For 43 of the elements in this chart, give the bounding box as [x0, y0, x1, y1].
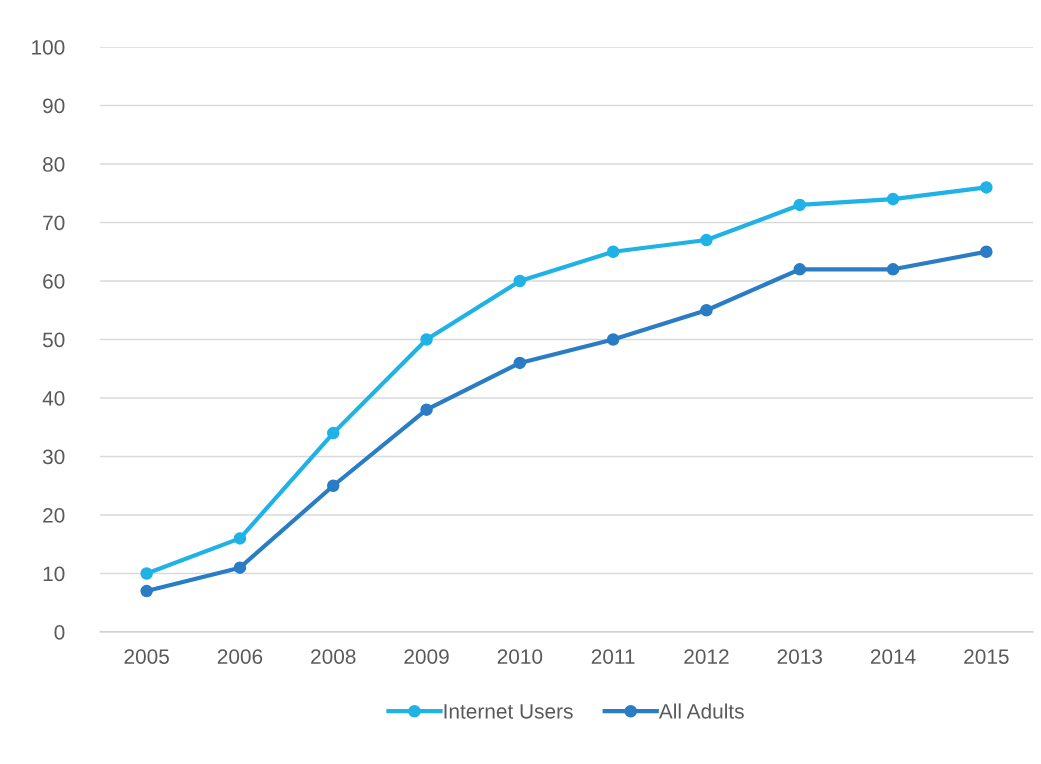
- point: [140, 584, 153, 598]
- point: [326, 426, 340, 440]
- point: [700, 233, 713, 247]
- y-tick-label: 40: [42, 391, 65, 406]
- x-tick-label: 2015: [964, 649, 1009, 664]
- point: [513, 274, 527, 288]
- point: [980, 245, 993, 259]
- point: [793, 263, 807, 276]
- y-tick-label: 50: [42, 332, 65, 348]
- legend-label: Internet Users: [444, 704, 573, 719]
- point: [793, 198, 807, 212]
- y-tick-label: 90: [43, 98, 65, 114]
- x-tick-label: 2012: [684, 649, 729, 664]
- point: [140, 567, 153, 580]
- y-tick-label: 60: [43, 274, 65, 289]
- y-tick-label: 30: [42, 449, 65, 465]
- point: [420, 333, 433, 346]
- y-tick-label: 20: [43, 508, 65, 523]
- point: [233, 561, 247, 574]
- y-tick-label: 100: [32, 40, 65, 55]
- x-tick-label: 2005: [124, 649, 169, 664]
- x-tick-label: 2010: [497, 649, 543, 664]
- point: [233, 532, 247, 545]
- x-tick-label: 2006: [217, 649, 263, 664]
- point: [326, 479, 340, 493]
- y-tick-label: 70: [43, 215, 65, 231]
- x-tick-label: 2014: [870, 649, 916, 664]
- point: [980, 181, 993, 194]
- point: [606, 333, 620, 346]
- x-tick-label: 2013: [777, 649, 823, 664]
- x-tick-label: 2008: [311, 649, 356, 664]
- legend-label: All Adults: [658, 703, 744, 719]
- point: [700, 303, 713, 317]
- x-tick-label: 2009: [404, 649, 449, 664]
- y-tick-label: 0: [54, 625, 65, 640]
- point: [420, 403, 433, 416]
- point: [606, 245, 620, 259]
- y-tick-label: 80: [43, 157, 65, 172]
- point: [886, 192, 900, 206]
- x-tick-label: 2011: [591, 649, 635, 664]
- y-tick-label: 10: [43, 566, 65, 582]
- point: [886, 263, 900, 276]
- point: [513, 356, 527, 370]
